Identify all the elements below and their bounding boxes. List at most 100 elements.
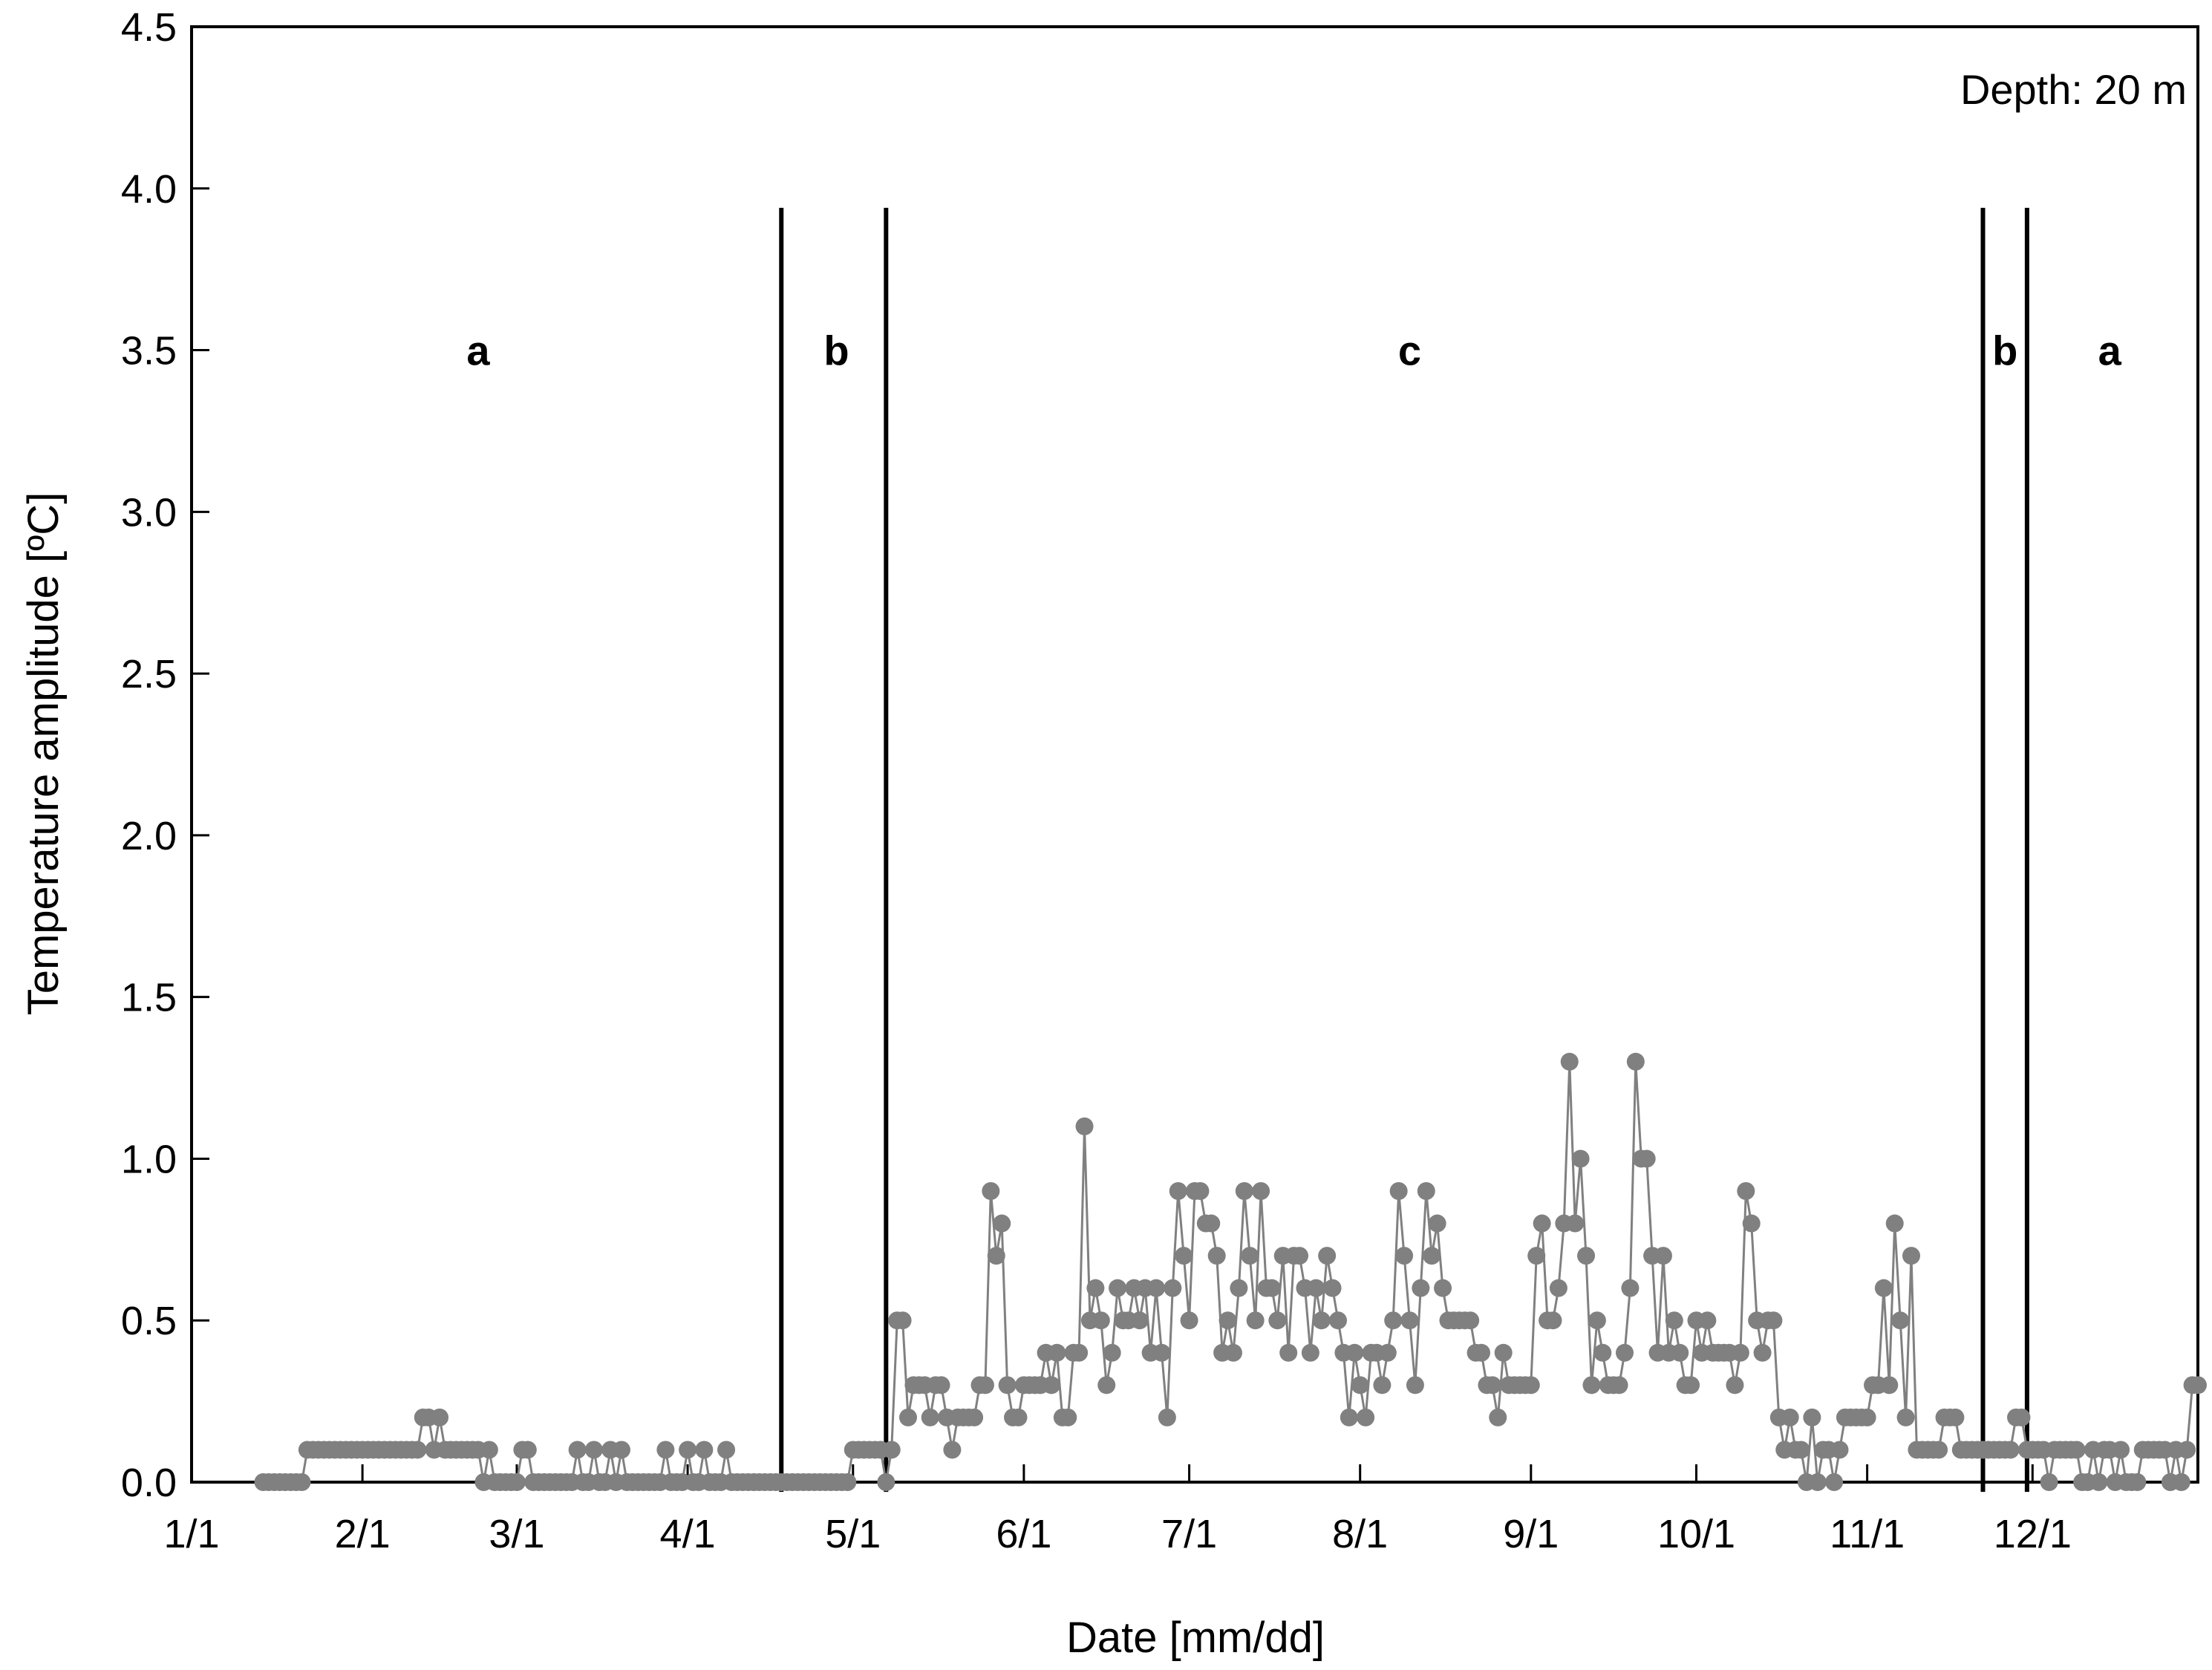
data-point [1742, 1214, 1761, 1233]
y-tick-label: 2.5 [121, 652, 177, 697]
data-point [1389, 1182, 1408, 1200]
period-label-a: a [2098, 327, 2122, 374]
period-boundaries [779, 207, 2029, 1493]
data-point [2001, 1441, 2020, 1459]
data-point [1764, 1311, 1783, 1330]
data-point [507, 1473, 526, 1491]
y-axis-title: Temperature amplitude [ºC] [19, 492, 68, 1016]
data-point [2178, 1441, 2196, 1459]
data-point [613, 1441, 630, 1459]
data-point [2128, 1473, 2147, 1491]
data-point [1731, 1343, 1749, 1362]
y-tick-label: 0.0 [121, 1461, 177, 1505]
data-point [1092, 1311, 1110, 1330]
y-axis-ticks: 0.0 0.5 1.0 1.5 2.0 2.5 3.0 3.5 4.0 4.5 [121, 5, 209, 1505]
data-point [1533, 1214, 1551, 1233]
data-point [1858, 1408, 1876, 1426]
data-point [1070, 1343, 1089, 1362]
data-point [1235, 1182, 1253, 1200]
data-point [1158, 1408, 1176, 1426]
data-point [1527, 1247, 1546, 1265]
data-point [1103, 1343, 1121, 1362]
data-point [1406, 1376, 1424, 1395]
data-point [1378, 1343, 1397, 1362]
data-point [1423, 1247, 1441, 1265]
data-point [1384, 1311, 1403, 1330]
data-point [1086, 1279, 1105, 1297]
data-point [877, 1473, 895, 1491]
data-point [1109, 1279, 1127, 1297]
data-point [899, 1408, 917, 1426]
data-point [1698, 1311, 1717, 1330]
data-point [1560, 1052, 1579, 1071]
data-point [1682, 1376, 1700, 1395]
data-point [1494, 1343, 1513, 1362]
data-point [1434, 1279, 1452, 1297]
data-point [1291, 1247, 1309, 1265]
data-point [2189, 1376, 2207, 1395]
data-point [1885, 1214, 1904, 1233]
data-point [943, 1441, 962, 1459]
data-point [584, 1441, 603, 1459]
data-point [2040, 1473, 2058, 1491]
data-point [1616, 1343, 1634, 1362]
x-tick-label: 9/1 [1503, 1512, 1559, 1556]
data-point [1312, 1311, 1331, 1330]
data-point [1075, 1117, 1094, 1135]
data-point [2112, 1441, 2130, 1459]
y-tick-label: 1.0 [121, 1137, 177, 1181]
period-label-b: b [823, 327, 849, 374]
data-point [1593, 1343, 1612, 1362]
data-point [1637, 1149, 1656, 1168]
data-point [1191, 1182, 1210, 1200]
data-point [1097, 1376, 1116, 1395]
depth-annotation: Depth: 20 m [1960, 66, 2187, 113]
x-tick-label: 12/1 [1994, 1512, 2072, 1556]
data-point [1891, 1311, 1910, 1330]
series-group [254, 1052, 2207, 1491]
data-point [982, 1182, 1000, 1200]
data-point [1737, 1182, 1755, 1200]
data-point [1874, 1279, 1893, 1297]
data-point [1048, 1343, 1066, 1362]
data-point [1483, 1376, 1501, 1395]
data-point [1489, 1408, 1507, 1426]
data-point [1301, 1343, 1319, 1362]
data-point [1577, 1247, 1596, 1265]
data-point [656, 1441, 675, 1459]
x-tick-label: 1/1 [163, 1512, 219, 1556]
data-point [987, 1247, 1005, 1265]
data-point [993, 1214, 1011, 1233]
data-point [2012, 1408, 2031, 1426]
data-point [1262, 1279, 1281, 1297]
y-tick-label: 3.0 [121, 490, 177, 535]
x-tick-label: 11/1 [1830, 1512, 1905, 1556]
data-point [2089, 1473, 2108, 1491]
data-point [1588, 1311, 1606, 1330]
data-point [1472, 1343, 1490, 1362]
data-point [1323, 1279, 1342, 1297]
x-tick-label: 8/1 [1332, 1512, 1388, 1556]
x-tick-label: 2/1 [335, 1512, 391, 1556]
data-point [965, 1408, 984, 1426]
x-axis-title: Date [mm/dd] [1066, 1614, 1325, 1662]
data-point [1175, 1247, 1193, 1265]
data-point [1224, 1343, 1242, 1362]
data-point [1400, 1311, 1419, 1330]
x-tick-label: 6/1 [996, 1512, 1051, 1556]
data-point [1930, 1441, 1948, 1459]
data-point [408, 1441, 427, 1459]
data-point [1571, 1149, 1590, 1168]
x-tick-label: 5/1 [825, 1512, 881, 1556]
data-point [1665, 1311, 1683, 1330]
data-point [1417, 1182, 1435, 1200]
data-point [1357, 1408, 1375, 1426]
data-point [1726, 1376, 1744, 1395]
data-point [293, 1473, 311, 1491]
data-point [1180, 1311, 1198, 1330]
data-point [717, 1441, 736, 1459]
y-tick-label: 0.5 [121, 1299, 177, 1343]
x-axis-ticks: 1/1 2/1 3/1 4/1 5/1 6/1 7/1 8/1 9/1 10/1 11/1 12/1 [163, 1464, 2072, 1556]
data-point [1753, 1343, 1772, 1362]
